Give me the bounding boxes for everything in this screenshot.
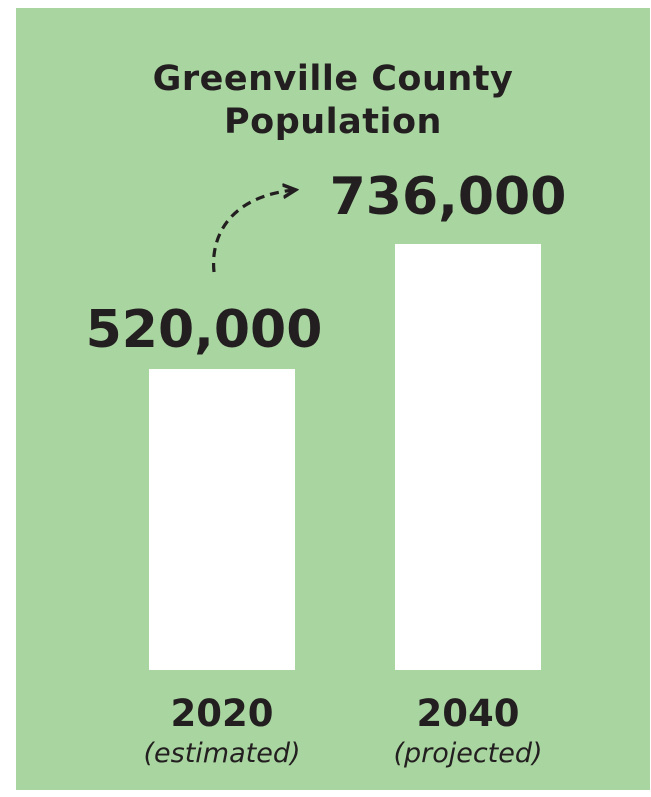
category-label-2040: 2040 [417,692,520,735]
category-note-2020: (estimated) [143,738,300,769]
value-label-2040: 736,000 [330,167,567,227]
category-note-2040: (projected) [393,738,542,769]
chart-title: Greenville County Population [16,58,650,144]
bar-2020 [149,369,295,670]
category-label-2020: 2020 [171,692,274,735]
chart-title-line-2: Population [224,102,442,142]
value-label-2020: 520,000 [86,300,323,360]
chart-title-line-1: Greenville County [152,59,514,99]
growth-arrow-icon [211,190,294,273]
bar-2040 [395,244,541,670]
chart-panel: Greenville County Population [16,8,650,790]
